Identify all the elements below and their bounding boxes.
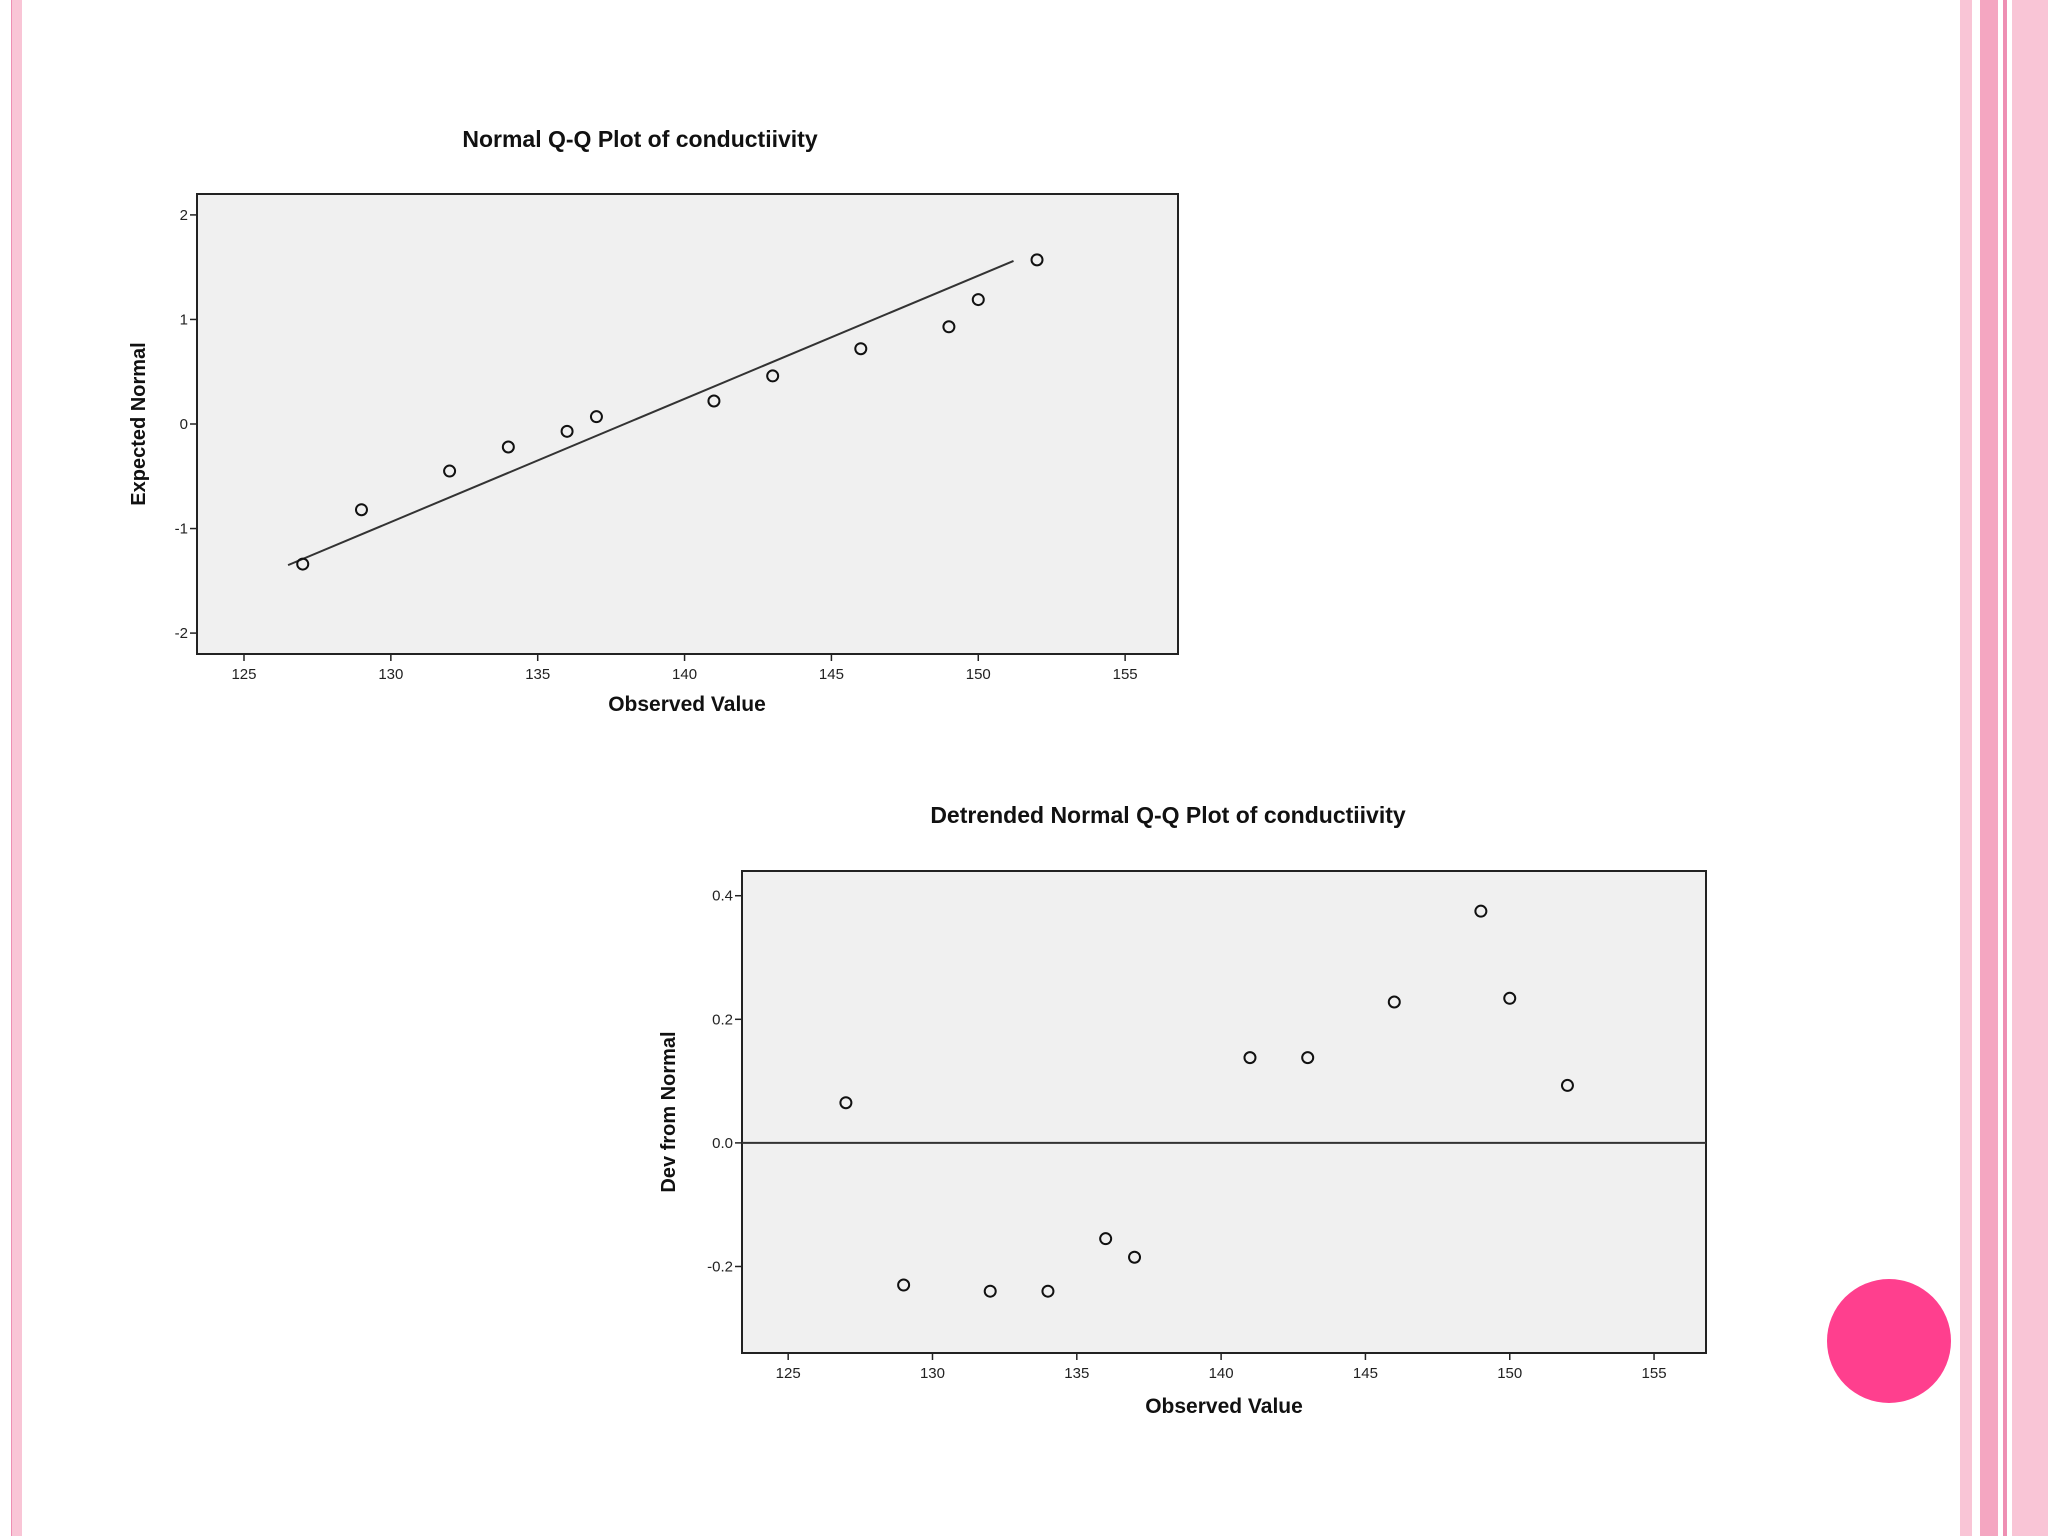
data-point [942,320,956,334]
data-point [1030,253,1044,267]
data-points [296,253,1044,571]
data-point [589,410,603,424]
y-axis-label: Expected Normal [128,342,150,505]
right-border-stripe-2 [1980,0,1998,1536]
chart-title: Normal Q-Q Plot of conductiivity [462,126,817,152]
y-ticks: 2 1 0 -1 -2 [175,207,197,642]
data-point [971,293,985,307]
data-points [839,904,1574,1298]
x-tick-label: 135 [525,666,550,683]
data-point [1387,995,1401,1009]
data-point [1128,1250,1142,1264]
x-ticks: 125 130 135 140 145 150 155 [776,1353,1667,1382]
y-tick-label: -1 [175,521,188,538]
x-tick-label: 150 [1497,1365,1522,1382]
y-tick-label: 1 [180,311,188,328]
data-point [1243,1051,1257,1065]
x-axis-label: Observed Value [608,693,766,716]
x-tick-label: 150 [966,666,991,683]
data-point [354,503,368,517]
y-tick-label: 0.4 [712,888,733,905]
data-point [766,369,780,383]
data-point [1474,904,1488,918]
plot-area [741,870,1707,1354]
x-ticks: 125 130 135 140 145 150 155 [231,654,1138,683]
x-tick-label: 125 [776,1365,801,1382]
data-point [839,1096,853,1110]
data-point [296,557,310,571]
right-border-stripe-3 [2003,0,2007,1536]
data-point [1560,1078,1574,1092]
y-tick-label: 0 [180,416,188,433]
right-border-stripe-4 [2012,0,2048,1536]
x-tick-label: 155 [1113,666,1138,683]
y-tick-label: 2 [180,207,188,224]
data-point [1041,1284,1055,1298]
y-tick-label: 0.2 [712,1011,733,1028]
data-point [854,342,868,356]
x-tick-label: 135 [1064,1365,1089,1382]
right-border-stripe-1 [1960,0,1972,1536]
left-border-stripe [11,0,22,1536]
x-tick-label: 140 [1209,1365,1234,1382]
x-tick-label: 145 [819,666,844,683]
y-tick-label: -2 [175,625,188,642]
x-tick-label: 130 [920,1365,945,1382]
x-tick-label: 140 [672,666,697,683]
y-tick-label: -0.2 [707,1258,733,1275]
x-tick-label: 155 [1642,1365,1667,1382]
y-axis-label: Dev from Normal [658,1031,680,1192]
data-point [707,394,721,408]
data-point [501,440,515,454]
x-axis-label: Observed Value [1145,1395,1303,1418]
y-tick-label: 0.0 [712,1135,733,1152]
data-point [983,1284,997,1298]
data-point [560,424,574,438]
chart-title: Detrended Normal Q-Q Plot of conductiivi… [930,802,1406,828]
reference-line-group [287,259,1014,567]
decorative-pink-circle [1827,1279,1951,1403]
x-tick-label: 130 [378,666,403,683]
data-point [443,464,457,478]
x-tick-label: 125 [231,666,256,683]
plot-area [196,193,1179,655]
data-point [1503,991,1517,1005]
x-tick-label: 145 [1353,1365,1378,1382]
data-point [897,1278,911,1292]
data-point [1301,1051,1315,1065]
reference-line [287,259,1014,567]
data-point [1099,1232,1113,1246]
y-ticks: 0.4 0.2 0.0 -0.2 [707,888,742,1275]
